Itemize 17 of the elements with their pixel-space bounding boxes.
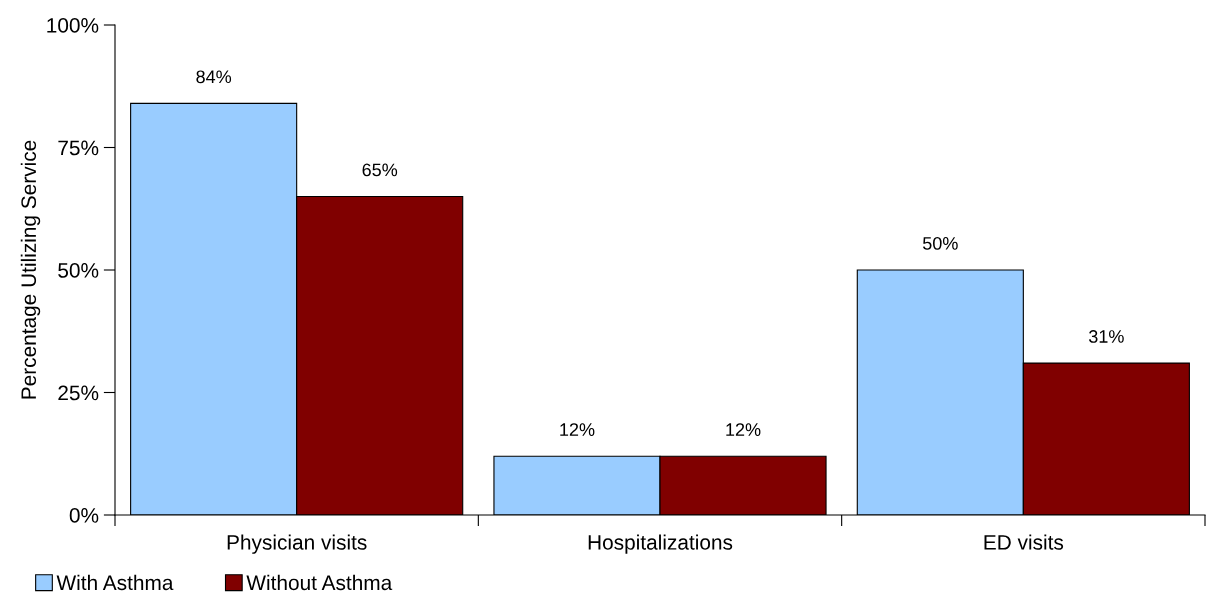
x-tick-label: ED visits <box>984 534 1064 550</box>
y-tick-label: 100% <box>47 18 99 33</box>
legend-label: With Asthma <box>56 574 174 591</box>
data-label: 50% <box>922 236 958 250</box>
legend-label: Without Asthma <box>246 574 393 591</box>
y-tick-label: 0% <box>69 508 99 523</box>
x-tick-label: Physician visits <box>227 534 367 554</box>
data-label: 65% <box>362 163 398 177</box>
y-tick-label: 25% <box>58 385 99 401</box>
x-tick-label: Hospitalizations <box>588 534 733 554</box>
data-label: 84% <box>196 70 232 84</box>
data-label: 12% <box>560 423 595 436</box>
data-label: 12% <box>726 423 761 436</box>
data-label: 31% <box>1088 330 1124 343</box>
y-axis-title: Percentage Utilizing Service <box>20 140 41 399</box>
y-tick-label: 50% <box>58 263 99 278</box>
y-tick-label: 75% <box>58 140 99 156</box>
